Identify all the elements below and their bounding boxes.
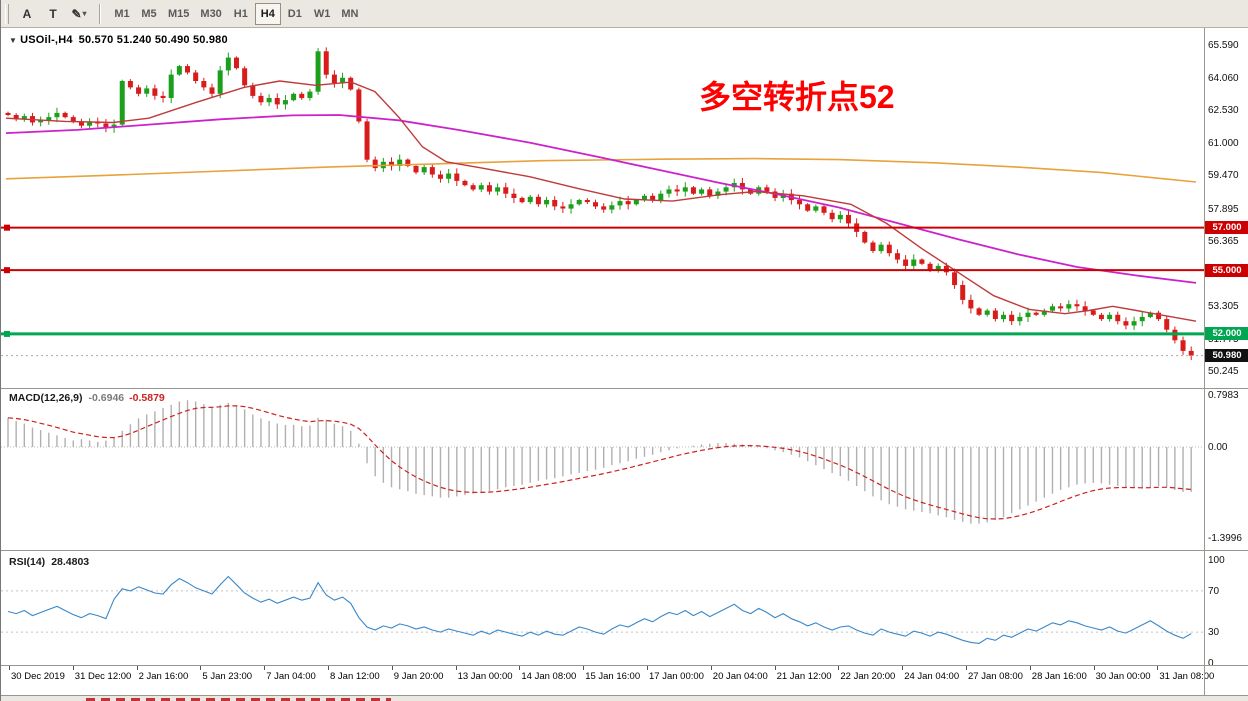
time-axis-tick <box>966 666 967 670</box>
macd-axis-label: -1.3996 <box>1208 532 1242 544</box>
timeframe-button-h1[interactable]: H1 <box>228 3 254 25</box>
timeframe-button-m15[interactable]: M15 <box>163 3 194 25</box>
ma-fast-red-line <box>5 80 1197 322</box>
macd-axis-label: 0.00 <box>1208 442 1228 453</box>
toolbar-drag-handle[interactable] <box>5 3 9 24</box>
timeframe-button-d1[interactable]: D1 <box>282 3 308 25</box>
price-axis-label: 64.060 <box>1208 72 1239 84</box>
timeframe-button-m30[interactable]: M30 <box>195 3 226 25</box>
rsi-axis-label: 0 <box>1208 658 1214 669</box>
chevron-down-icon: ▾ <box>82 9 87 18</box>
price-axis-label: 61.000 <box>1208 137 1239 149</box>
timeframe-button-w1[interactable]: W1 <box>309 3 336 25</box>
rsi-value: 28.4803 <box>51 556 90 568</box>
time-axis-label: 2 Jan 16:00 <box>138 671 189 682</box>
timeframe-button-mn[interactable]: MN <box>336 3 363 25</box>
bottom-partial-row <box>1 695 1248 701</box>
time-axis-label: 27 Jan 08:00 <box>968 671 1023 682</box>
time-axis-tick <box>774 666 776 670</box>
pane-separator[interactable] <box>1 665 1248 666</box>
time-axis-tick <box>1093 666 1095 670</box>
price-axis-border <box>1204 28 1205 695</box>
rsi-axis-label: 70 <box>1208 585 1220 597</box>
time-axis-label: 9 Jan 20:00 <box>393 671 444 682</box>
macd-indicator-label: MACD(12,26,9) -0.6946 -0.5879 <box>9 392 165 404</box>
time-axis-label: 7 Jan 04:00 <box>266 671 316 682</box>
time-axis-tick <box>519 666 521 670</box>
chart-ohlc-values: 50.570 51.240 50.490 50.980 <box>78 34 228 46</box>
time-axis-label: 20 Jan 04:00 <box>712 671 768 682</box>
timeframe-button-h4[interactable]: H4 <box>254 2 281 25</box>
time-axis-tick <box>72 666 74 670</box>
text-tool-button[interactable]: T <box>41 3 65 25</box>
top-toolbar: A T ✎ ▾ M1 M5 M15 M30 H1 H4 D1 W1 MN <box>1 0 1248 28</box>
macd-main-value: -0.6946 <box>88 392 125 404</box>
time-axis-label: 8 Jan 12:00 <box>330 671 380 682</box>
time-axis-label: 14 Jan 08:00 <box>521 671 577 682</box>
pane-separator[interactable] <box>1 550 1248 551</box>
clipped-bottom-text <box>86 698 391 701</box>
text-label-tool-button[interactable]: A <box>15 3 39 25</box>
timeframe-toolbar: M1 M5 M15 M30 H1 H4 D1 W1 MN <box>109 2 363 25</box>
time-axis-label: 30 Dec 2019 <box>11 671 65 682</box>
time-axis-label: 21 Jan 12:00 <box>776 671 832 682</box>
time-axis-label: 17 Jan 00:00 <box>649 671 704 682</box>
time-axis-tick <box>391 666 393 670</box>
chart-symbol-timeframe: USOil-,H4 <box>20 34 73 46</box>
time-axis-label: 31 Dec 12:00 <box>74 671 132 682</box>
collapse-triangle-icon: ▼ <box>9 36 18 45</box>
price-axis-label: 59.470 <box>1208 170 1239 182</box>
price-axis-label: 53.305 <box>1208 301 1239 313</box>
price-level-badge-55.000: 55.000 <box>1205 263 1248 277</box>
time-axis-label: 31 Jan 08:00 <box>1159 671 1215 682</box>
price-axis-label: 62.530 <box>1208 105 1239 117</box>
current-price-badge: 50.980 <box>1205 349 1248 363</box>
draw-tool-dropdown-button[interactable]: ✎ ▾ <box>67 3 91 25</box>
time-axis-tick <box>710 666 712 670</box>
macd-name: MACD(12,26,9) <box>9 392 83 404</box>
rsi-axis-label: 30 <box>1208 627 1220 639</box>
time-axis-tick <box>200 666 202 670</box>
timeframe-button-m5[interactable]: M5 <box>136 3 162 25</box>
time-axis-tick <box>136 666 138 670</box>
price-axis-label: 50.245 <box>1208 366 1239 378</box>
time-axis-label: 28 Jan 16:00 <box>1031 671 1087 682</box>
time-axis-label: 30 Jan 00:00 <box>1095 671 1151 682</box>
macd-axis-label: 0.7983 <box>1208 390 1239 402</box>
chart-title: ▼ USOil-,H4 50.570 51.240 50.490 50.980 <box>9 34 228 46</box>
price-axis-label: 65.590 <box>1208 40 1239 52</box>
rsi-name: RSI(14) <box>9 556 46 568</box>
chart-canvas[interactable] <box>1 28 1204 695</box>
time-axis-label: 5 Jan 23:00 <box>202 671 253 682</box>
time-axis-label: 13 Jan 00:00 <box>457 671 513 682</box>
timeframe-button-m1[interactable]: M1 <box>109 3 135 25</box>
time-axis-tick <box>264 666 266 670</box>
time-axis-label: 24 Jan 04:00 <box>904 671 960 682</box>
time-axis-tick <box>583 666 585 670</box>
rsi-axis-label: 100 <box>1208 555 1225 566</box>
ma-mid-magenta-line <box>5 114 1197 284</box>
ma-slow-orange-line <box>5 157 1197 183</box>
time-axis-tick <box>838 666 840 670</box>
pencil-icon: ✎ <box>71 6 82 21</box>
time-axis-tick <box>902 666 904 670</box>
price-axis-label: 56.365 <box>1208 236 1239 248</box>
time-axis-tick <box>455 666 457 670</box>
toolbar-separator <box>99 3 101 24</box>
price-level-badge-57.000: 57.000 <box>1205 221 1248 235</box>
time-axis-tick <box>9 666 10 670</box>
time-axis-tick <box>328 666 329 670</box>
time-axis-tick <box>647 666 648 670</box>
chart-annotation-text[interactable]: 多空转折点52 <box>699 79 895 115</box>
pane-separator[interactable] <box>1 388 1248 389</box>
time-axis-label: 15 Jan 16:00 <box>585 671 641 682</box>
price-axis-label: 57.895 <box>1208 203 1239 215</box>
macd-signal-value: -0.5879 <box>129 392 165 404</box>
time-axis-tick <box>1029 666 1031 670</box>
price-level-badge-52.000: 52.000 <box>1205 327 1248 341</box>
time-axis-label: 22 Jan 20:00 <box>840 671 896 682</box>
rsi-indicator-label: RSI(14) 28.4803 <box>9 556 89 568</box>
time-axis-tick <box>1157 666 1159 670</box>
